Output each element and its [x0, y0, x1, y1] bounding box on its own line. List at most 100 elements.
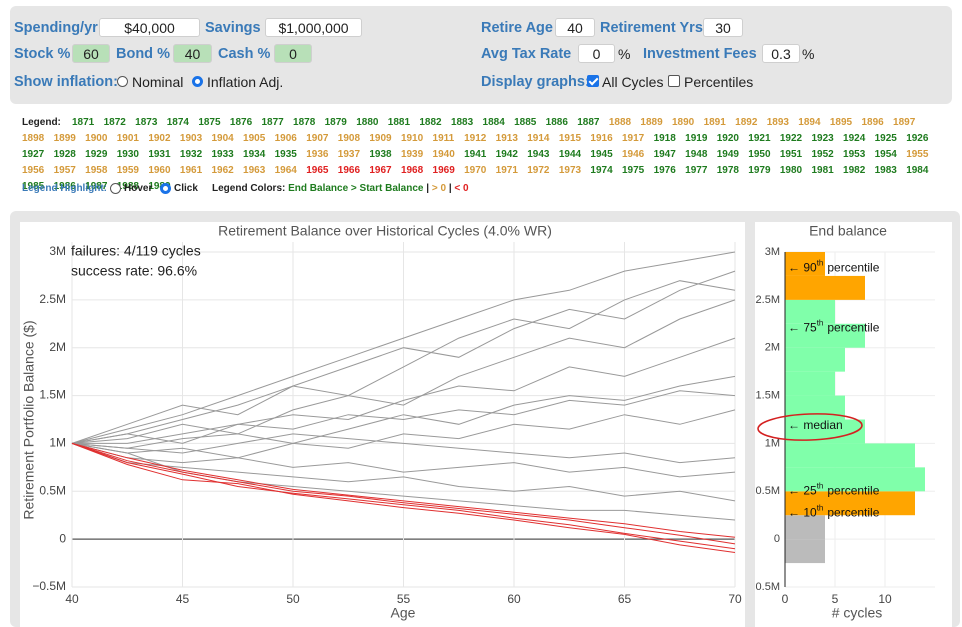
radio[interactable]: [160, 183, 171, 194]
legend-year[interactable]: 1954: [874, 149, 897, 160]
legend-year[interactable]: 1943: [527, 149, 550, 160]
legend-year[interactable]: 1908: [337, 133, 361, 144]
legend-year[interactable]: 1931: [148, 149, 171, 160]
legend-year[interactable]: 1959: [116, 165, 139, 176]
legend-year[interactable]: 1895: [829, 117, 853, 128]
legend-year[interactable]: 1962: [211, 165, 234, 176]
legend-year[interactable]: 1881: [387, 117, 411, 128]
legend-year[interactable]: 1893: [766, 117, 789, 128]
legend-year[interactable]: 1974: [590, 165, 613, 176]
legend-year[interactable]: 1970: [464, 165, 487, 176]
legend-year[interactable]: 1968: [400, 165, 424, 176]
input[interactable]: 60: [72, 44, 110, 63]
legend-year[interactable]: 1937: [337, 149, 361, 160]
input[interactable]: 0.3: [762, 44, 800, 63]
legend-year[interactable]: 1903: [179, 133, 203, 144]
legend-year[interactable]: 1952: [811, 149, 834, 160]
legend-year[interactable]: 1875: [198, 117, 221, 128]
checkbox[interactable]: [587, 75, 599, 87]
legend-year[interactable]: 1898: [22, 133, 45, 144]
legend-year[interactable]: 1896: [861, 117, 884, 128]
legend-year[interactable]: 1887: [577, 117, 600, 128]
radio[interactable]: [192, 76, 203, 87]
legend-year[interactable]: 1882: [419, 117, 442, 128]
legend-year[interactable]: 1911: [432, 133, 455, 144]
checkbox[interactable]: [668, 75, 680, 87]
legend-year[interactable]: 1905: [243, 133, 266, 144]
legend-year[interactable]: 1945: [590, 149, 613, 160]
legend-year[interactable]: 1948: [685, 149, 708, 160]
legend-year[interactable]: 1929: [85, 149, 108, 160]
legend-year[interactable]: 1942: [495, 149, 518, 160]
legend-year[interactable]: 1900: [85, 133, 108, 144]
legend-year[interactable]: 1876: [229, 117, 253, 128]
input[interactable]: $1,000,000: [265, 18, 362, 37]
legend-year[interactable]: 1920: [716, 133, 739, 144]
legend-year[interactable]: 1877: [261, 117, 284, 128]
legend-year[interactable]: 1930: [116, 149, 139, 160]
legend-year[interactable]: 1921: [748, 133, 771, 144]
legend-year[interactable]: 1925: [874, 133, 897, 144]
legend-year[interactable]: 1953: [843, 149, 866, 160]
legend-year[interactable]: 1935: [274, 149, 297, 160]
legend-year[interactable]: 1902: [148, 133, 171, 144]
legend-year[interactable]: 1914: [527, 133, 550, 144]
legend-year[interactable]: 1984: [906, 165, 929, 176]
legend-year[interactable]: 1980: [779, 165, 803, 176]
legend-year[interactable]: 1949: [716, 149, 739, 160]
legend-year[interactable]: 1963: [243, 165, 266, 176]
input[interactable]: 40: [173, 44, 212, 63]
legend-year[interactable]: 1957: [53, 165, 76, 176]
legend-year[interactable]: 1973: [558, 165, 582, 176]
legend-year[interactable]: 1979: [748, 165, 771, 176]
legend-year[interactable]: 1951: [779, 149, 803, 160]
input[interactable]: 0: [274, 44, 312, 63]
legend-year[interactable]: 1983: [874, 165, 897, 176]
legend-year[interactable]: 1940: [432, 149, 455, 160]
legend-year[interactable]: 1897: [893, 117, 916, 128]
input[interactable]: 40: [555, 18, 595, 37]
legend-year[interactable]: 1880: [356, 117, 379, 128]
legend-year[interactable]: 1941: [464, 149, 487, 160]
legend-year[interactable]: 1955: [906, 149, 929, 160]
legend-year[interactable]: 1884: [482, 117, 505, 128]
legend-year[interactable]: 1926: [906, 133, 929, 144]
legend-year[interactable]: 1975: [621, 165, 645, 176]
option[interactable]: Click: [174, 183, 198, 194]
legend-year[interactable]: 1966: [337, 165, 361, 176]
legend-year[interactable]: 1901: [116, 133, 139, 144]
legend-year[interactable]: 1932: [179, 149, 203, 160]
legend-year[interactable]: 1907: [306, 133, 329, 144]
legend-year[interactable]: 1878: [293, 117, 316, 128]
legend-year[interactable]: 1928: [53, 149, 76, 160]
legend-year[interactable]: 1879: [324, 117, 347, 128]
input[interactable]: $40,000: [99, 18, 200, 37]
legend-year[interactable]: 1917: [621, 133, 645, 144]
legend-year[interactable]: 1939: [400, 149, 424, 160]
input[interactable]: 0: [578, 44, 615, 63]
legend-year[interactable]: 1873: [135, 117, 158, 128]
legend-year[interactable]: 1986: [53, 181, 76, 192]
legend-year[interactable]: 1944: [558, 149, 582, 160]
legend-year[interactable]: 1916: [590, 133, 613, 144]
legend-year[interactable]: 1892: [735, 117, 758, 128]
legend-year[interactable]: 1883: [450, 117, 474, 128]
legend-year[interactable]: 1985: [22, 181, 45, 192]
legend-year[interactable]: 1909: [369, 133, 392, 144]
legend-year[interactable]: 1933: [211, 149, 234, 160]
legend-year[interactable]: 1899: [53, 133, 76, 144]
legend-year[interactable]: 1964: [274, 165, 297, 176]
legend-year[interactable]: 1969: [432, 165, 455, 176]
legend-year[interactable]: 1950: [748, 149, 771, 160]
legend-year[interactable]: 1918: [653, 133, 676, 144]
legend-year[interactable]: 1904: [211, 133, 234, 144]
legend-year[interactable]: 1936: [306, 149, 329, 160]
legend-year[interactable]: 1885: [514, 117, 537, 128]
legend-year[interactable]: 1906: [274, 133, 297, 144]
option[interactable]: Percentiles: [684, 74, 754, 90]
legend-year[interactable]: 1988: [116, 181, 139, 192]
legend-year[interactable]: 1874: [166, 117, 189, 128]
legend-year[interactable]: 1872: [103, 117, 126, 128]
legend-year[interactable]: 1934: [243, 149, 266, 160]
legend-year[interactable]: 1889: [640, 117, 663, 128]
